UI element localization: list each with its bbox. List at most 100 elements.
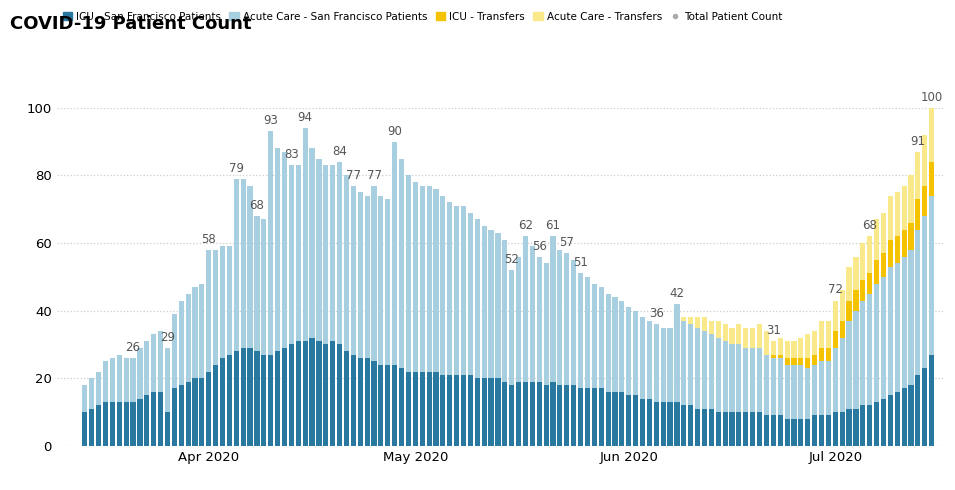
Bar [605,294,610,392]
Bar [496,378,500,446]
Bar [681,321,687,405]
Bar [888,240,893,267]
Bar [158,392,163,446]
Bar [654,324,659,402]
Bar [730,344,734,412]
Bar [350,186,356,355]
Bar [344,351,349,446]
Bar [764,416,769,446]
Bar [874,284,880,402]
Text: 56: 56 [532,240,546,252]
Bar [929,162,934,196]
Bar [461,206,466,375]
Bar [337,344,342,446]
Bar [502,382,507,446]
Bar [846,267,852,300]
Bar [881,398,886,446]
Bar [874,220,880,260]
Bar [213,365,219,446]
Bar [764,331,769,355]
Bar [854,257,859,291]
Bar [584,389,590,446]
Text: 77: 77 [346,169,361,181]
Bar [158,331,163,392]
Bar [915,152,921,199]
Bar [550,382,556,446]
Bar [771,341,775,355]
Bar [378,196,384,365]
Bar [833,300,838,331]
Bar [854,311,859,409]
Text: 94: 94 [298,111,312,124]
Bar [668,402,672,446]
Bar [481,226,487,378]
Bar [358,358,363,446]
Bar [881,213,886,253]
Bar [123,402,129,446]
Text: 100: 100 [921,91,943,104]
Bar [309,148,314,338]
Bar [640,398,645,446]
Bar [895,392,900,446]
Bar [777,416,783,446]
Bar [316,159,322,341]
Bar [468,213,473,375]
Bar [241,179,245,348]
Bar [860,405,865,446]
Bar [854,291,859,311]
Bar [179,300,183,385]
Bar [288,344,294,446]
Bar [571,385,576,446]
Bar [792,365,796,419]
Bar [123,358,129,402]
Bar [151,334,157,392]
Bar [633,311,638,395]
Bar [110,402,115,446]
Text: 36: 36 [648,307,664,320]
Bar [371,362,376,446]
Text: 52: 52 [504,253,520,266]
Bar [777,358,783,416]
Bar [282,152,287,348]
Bar [496,233,500,378]
Bar [413,182,418,371]
Bar [654,402,659,446]
Text: 29: 29 [159,331,175,344]
Bar [206,371,211,446]
Bar [200,378,204,446]
Bar [179,385,183,446]
Bar [743,348,749,412]
Bar [908,175,914,223]
Bar [689,405,693,446]
Bar [833,412,838,446]
Bar [296,341,301,446]
Bar [888,395,893,446]
Bar [516,257,521,382]
Bar [578,389,584,446]
Bar [592,389,597,446]
Bar [681,405,687,446]
Bar [262,355,266,446]
Bar [860,243,865,280]
Bar [674,402,680,446]
Bar [715,321,721,338]
Bar [578,273,584,389]
Bar [764,355,769,416]
Bar [846,321,852,409]
Bar [144,341,149,395]
Bar [440,196,445,375]
Bar [895,192,900,236]
Bar [543,385,549,446]
Bar [117,402,122,446]
Bar [110,358,115,402]
Bar [640,318,645,398]
Bar [777,338,783,355]
Bar [895,263,900,392]
Bar [371,186,376,362]
Bar [647,321,652,398]
Bar [846,409,852,446]
Bar [902,389,906,446]
Bar [323,165,329,344]
Bar [812,331,817,355]
Bar [929,196,934,355]
